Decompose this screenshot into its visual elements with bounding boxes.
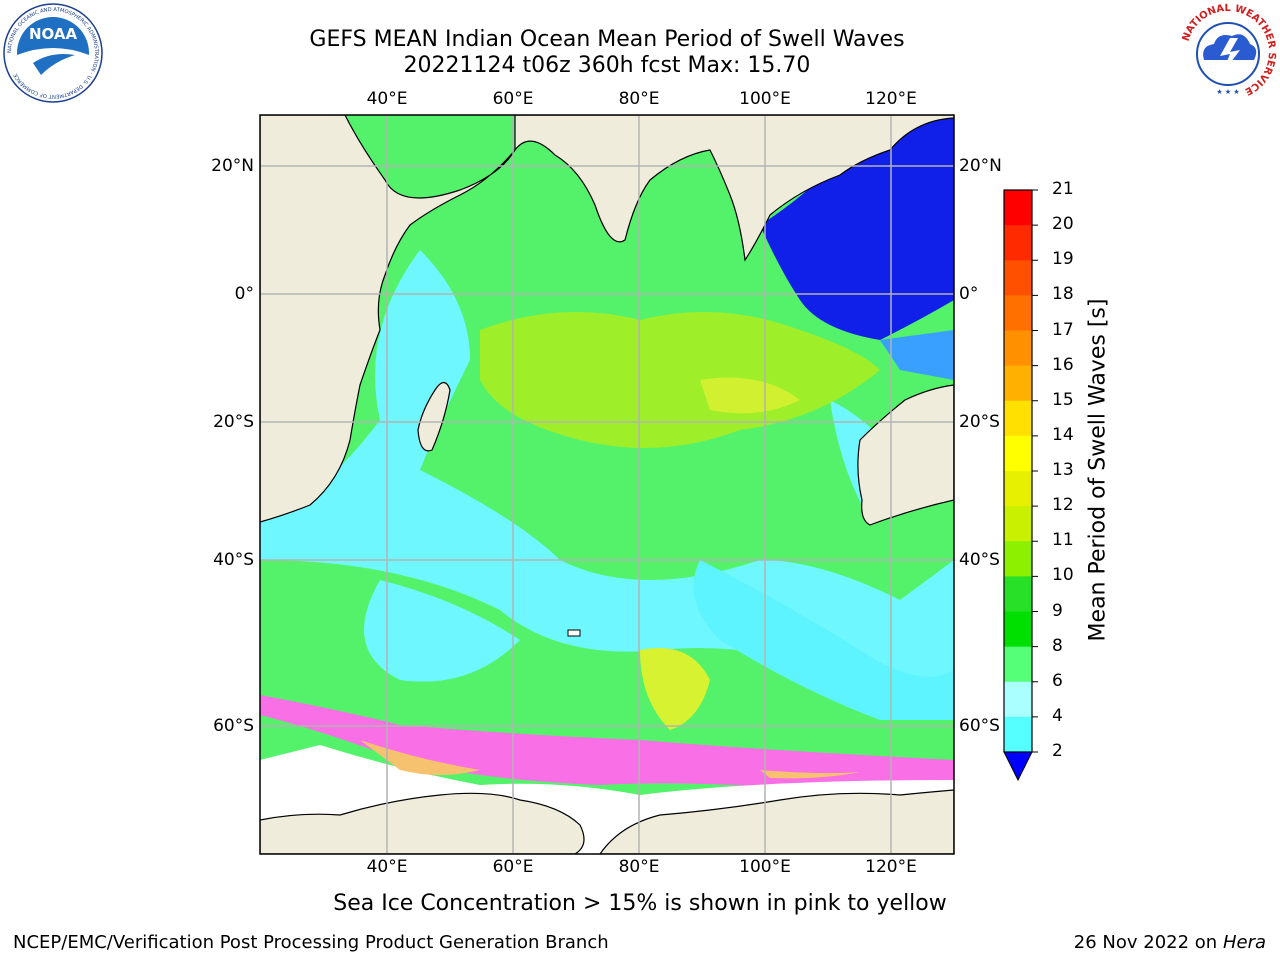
region-short-period-seas (760, 115, 954, 340)
colorbar-tick-label: 10 (1052, 565, 1074, 586)
region-cyan-swell (260, 250, 954, 700)
colorbar-tick-label: 14 (1052, 424, 1074, 445)
lon-label-bottom-100e: 100°E (739, 857, 791, 877)
land-kerguelen (567, 629, 581, 637)
lon-label-bottom-40e: 40°E (366, 857, 408, 877)
colorbar-tick-label: 11 (1052, 530, 1074, 551)
footer-date: 26 Nov 2022 on (1073, 932, 1218, 953)
noaa-logo: NATIONAL OCEANIC AND ATMOSPHERIC ADMINIS… (3, 3, 103, 103)
colorbar-segment (1004, 260, 1032, 296)
colorbar-tick-label: 12 (1052, 495, 1074, 516)
noaa-logo-text: NOAA (29, 25, 78, 43)
sea-ice-edge-orange-east (760, 770, 860, 779)
chart-title: GEFS MEAN Indian Ocean Mean Period of Sw… (309, 27, 905, 52)
colorbar-tick-label: 19 (1052, 249, 1074, 270)
colorbar-segment (1004, 506, 1032, 542)
colorbar-tick-label: 6 (1052, 670, 1063, 691)
colorbar-tick-label: 9 (1052, 600, 1063, 621)
colorbar-tick-label: 2 (1052, 741, 1063, 761)
region-timor-sea (880, 330, 954, 380)
colorbar-segment (1004, 435, 1032, 472)
nws-logo: NATIONAL WEATHER SERVICE ★ ★ ★ (1179, 3, 1277, 101)
colorbar-label: Mean Period of Swell Waves [s] (1085, 298, 1111, 642)
colorbar-segment (1004, 295, 1032, 331)
map-frame (259, 114, 955, 855)
lat-label-left-0: 0° (234, 284, 254, 304)
lat-label-left-20n: 20°N (211, 156, 254, 176)
colorbar-tick-label: 13 (1052, 460, 1074, 480)
colorbar-segment (1004, 225, 1032, 261)
lat-label-right-60s: 60°S (959, 716, 1000, 736)
lon-label-bottom-60e: 60°E (492, 857, 534, 877)
colorbar-segment (1004, 646, 1032, 683)
lat-label-left-20s: 20°S (213, 412, 254, 432)
colorbar-segment (1004, 681, 1032, 718)
colorbar (1003, 189, 1038, 782)
colorbar-tick-label: 8 (1052, 635, 1063, 656)
land-australia (857, 384, 954, 526)
region-long-period-east (700, 377, 800, 414)
colorbar-segment (1004, 541, 1032, 577)
region-cyan-swell-sw (364, 580, 520, 682)
colorbar-tick-label: 4 (1052, 705, 1063, 726)
footer-left: NCEP/EMC/Verification Post Processing Pr… (13, 932, 609, 953)
colorbar-tick-label: 15 (1052, 389, 1074, 410)
lat-label-right-20n: 20°N (959, 156, 1002, 176)
colorbar-tick-label: 20 (1052, 214, 1074, 235)
lon-label-top-40e: 40°E (366, 89, 408, 109)
lat-label-right-0: 0° (959, 284, 979, 304)
lon-label-bottom-120e: 120°E (865, 857, 917, 877)
lon-label-top-80e: 80°E (618, 89, 660, 109)
colorbar-extend-arrow (1003, 751, 1033, 782)
colorbar-segment (1004, 576, 1032, 612)
land-madagascar (417, 381, 451, 452)
region-long-period-south (640, 648, 710, 730)
colorbar-segment (1004, 400, 1032, 437)
footer-right: 26 Nov 2022 on Hera (1074, 932, 1266, 953)
land-antarctica-west (260, 792, 585, 854)
lat-label-right-40s: 40°S (959, 550, 1000, 570)
lat-label-left-60s: 60°S (213, 716, 254, 736)
lat-label-left-40s: 40°S (213, 550, 254, 570)
colorbar-segment (1004, 471, 1032, 507)
colorbar-segment (1004, 190, 1032, 226)
chart-subtitle: 20221124 t06z 360h fcst Max: 15.70 (403, 53, 811, 78)
colorbar-segment (1004, 611, 1032, 648)
map-field (260, 115, 954, 854)
lat-label-right-20s: 20°S (959, 412, 1000, 432)
colorbar-segment (1004, 716, 1032, 753)
lon-label-top-60e: 60°E (492, 89, 534, 109)
lon-label-top-100e: 100°E (739, 89, 791, 109)
land-africa-asia (260, 115, 954, 523)
colorbar-tick-label: 16 (1052, 354, 1074, 375)
region-cyan-swell-se (693, 560, 954, 720)
colorbar-tick-label: 18 (1052, 284, 1074, 305)
footer-machine: Hera (1222, 932, 1266, 953)
nws-stars: ★ ★ ★ (1216, 88, 1239, 96)
sea-ice-edge-orange (360, 740, 480, 775)
gridlines (260, 115, 954, 854)
lon-label-top-120e: 120°E (865, 89, 917, 109)
colorbar-segment (1004, 330, 1032, 367)
colorbar-tick-label: 17 (1052, 319, 1074, 340)
colorbar-segment (1004, 365, 1032, 402)
colorbar-tick-label: 21 (1052, 179, 1074, 199)
region-long-period-central (480, 312, 880, 448)
land-antarctica-east (599, 789, 954, 854)
map-caption: Sea Ice Concentration > 15% is shown in … (333, 891, 947, 916)
lon-label-bottom-80e: 80°E (618, 857, 660, 877)
